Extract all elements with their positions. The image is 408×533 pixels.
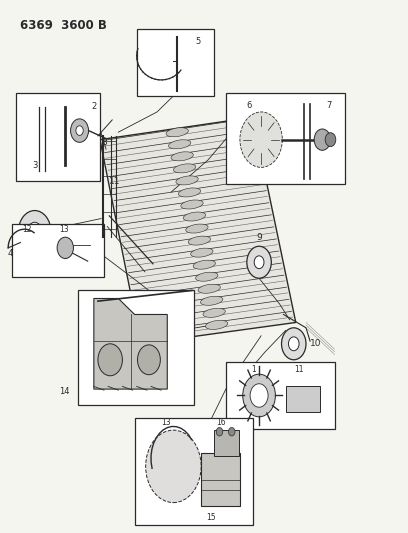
Text: 12: 12 (22, 225, 32, 234)
Ellipse shape (171, 152, 193, 161)
Circle shape (18, 211, 51, 253)
Circle shape (228, 427, 235, 436)
Ellipse shape (198, 284, 220, 293)
Circle shape (282, 328, 306, 360)
Circle shape (314, 129, 330, 150)
Text: 13: 13 (161, 418, 171, 427)
Bar (214, 430, 239, 456)
Text: 14: 14 (59, 387, 69, 397)
Circle shape (288, 337, 299, 351)
Bar (137, 29, 214, 96)
Ellipse shape (188, 236, 211, 245)
Text: 6: 6 (247, 101, 252, 110)
Bar (226, 93, 345, 184)
Circle shape (243, 374, 275, 417)
Circle shape (240, 112, 282, 167)
Text: 5: 5 (196, 37, 201, 46)
Ellipse shape (186, 224, 208, 233)
Circle shape (57, 237, 73, 259)
Circle shape (71, 119, 89, 142)
Text: 11: 11 (294, 365, 303, 374)
Text: 4: 4 (8, 249, 13, 257)
Circle shape (137, 345, 160, 375)
Text: 10: 10 (310, 340, 322, 348)
Text: 15: 15 (206, 513, 216, 522)
Bar (12, 224, 104, 277)
Ellipse shape (178, 188, 201, 197)
Text: 7: 7 (326, 101, 332, 110)
Ellipse shape (203, 308, 225, 317)
Ellipse shape (191, 248, 213, 257)
Ellipse shape (206, 320, 228, 329)
Ellipse shape (181, 200, 203, 209)
Ellipse shape (176, 176, 198, 185)
Text: 3: 3 (33, 161, 38, 170)
Text: 6369  3600 B: 6369 3600 B (20, 19, 107, 31)
Bar (201, 453, 240, 506)
Circle shape (27, 222, 42, 241)
Circle shape (247, 246, 271, 278)
Circle shape (325, 133, 336, 147)
Text: 1: 1 (251, 365, 256, 374)
Polygon shape (100, 117, 296, 344)
Text: 8: 8 (102, 138, 107, 147)
Circle shape (98, 344, 122, 376)
Circle shape (254, 256, 264, 269)
Text: 13: 13 (59, 225, 69, 234)
Circle shape (250, 384, 268, 407)
Bar (226, 362, 335, 429)
Ellipse shape (200, 296, 223, 305)
Bar (78, 290, 194, 405)
Ellipse shape (173, 164, 196, 173)
Circle shape (146, 430, 201, 503)
Circle shape (76, 126, 83, 135)
Ellipse shape (193, 260, 215, 269)
Ellipse shape (183, 212, 206, 221)
Text: 11: 11 (109, 177, 121, 185)
Text: 2: 2 (92, 102, 97, 111)
Ellipse shape (166, 128, 188, 137)
Bar (286, 386, 320, 412)
Bar (135, 418, 253, 525)
Ellipse shape (195, 272, 218, 281)
Text: 1: 1 (82, 305, 88, 313)
Text: 16: 16 (216, 418, 226, 427)
Ellipse shape (169, 140, 191, 149)
Bar (16, 93, 100, 181)
Polygon shape (94, 298, 167, 389)
Circle shape (216, 427, 223, 436)
Text: 9: 9 (256, 233, 262, 242)
